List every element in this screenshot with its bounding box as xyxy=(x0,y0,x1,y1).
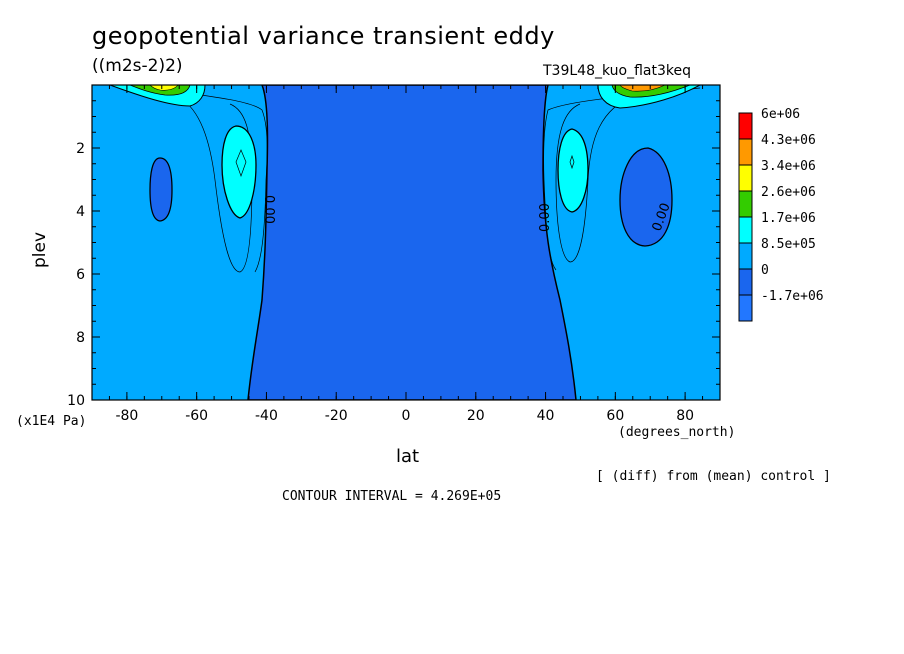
sh-top-max xyxy=(149,85,179,91)
x-tick-label: 20 xyxy=(467,408,485,424)
contour-label-nh1: 0.00 xyxy=(538,203,553,232)
sh-contour-outer xyxy=(149,87,268,273)
nh-contour-inner xyxy=(555,95,636,263)
legend-label: 1.7e+06 xyxy=(761,211,816,226)
sh-lobe-core xyxy=(235,149,247,178)
legend-label: -1.7e+06 xyxy=(761,289,824,304)
y-tick-label: 8 xyxy=(76,330,85,346)
legend-label: 8.5e+05 xyxy=(761,237,816,252)
y-tick-label: 2 xyxy=(76,141,85,157)
y-axis-units: (x1E4 Pa) xyxy=(16,414,87,429)
legend-swatch xyxy=(738,242,753,270)
negative-core-region xyxy=(247,85,577,400)
legend-label: 3.4e+06 xyxy=(761,159,816,174)
legend-swatch xyxy=(738,294,753,322)
x-tick-label: 80 xyxy=(676,408,694,424)
nh-negative-cell xyxy=(619,147,673,247)
nh-positive-lobe xyxy=(557,128,589,213)
axis-ticks: -80 -60 -40 -20 0 20 40 60 80 2 4 6 8 10 xyxy=(67,84,721,424)
contour-label-sh: 0.00 xyxy=(261,195,276,224)
nh-lobe-core xyxy=(569,154,575,170)
y-tick-label: 4 xyxy=(76,204,85,220)
x-axis-label: lat xyxy=(396,446,420,467)
experiment-label: T39L48_kuo_flat3keq xyxy=(543,63,691,79)
legend-label: 4.3e+06 xyxy=(761,133,816,148)
legend-label: 0 xyxy=(761,263,769,278)
legend-swatch xyxy=(738,138,753,166)
x-tick-label: -80 xyxy=(115,408,138,424)
x-tick-label: -40 xyxy=(255,408,278,424)
comparison-note: [ (diff) from (mean) control ] xyxy=(596,469,831,484)
y-axis-label: plev xyxy=(30,231,50,268)
sh-negative-cell xyxy=(149,157,173,222)
sh-positive-lobe xyxy=(221,125,257,219)
legend-swatch xyxy=(738,190,753,218)
y-tick-label: 10 xyxy=(67,393,85,409)
nh-top-max xyxy=(619,85,666,92)
x-tick-label: 40 xyxy=(537,408,555,424)
x-tick-label: -20 xyxy=(325,408,348,424)
chart-title: geopotential variance transient eddy xyxy=(92,22,555,50)
legend-swatch xyxy=(738,112,753,140)
chart-units: ((m2s-2)2) xyxy=(92,56,183,76)
x-axis-units: (degrees_north) xyxy=(618,425,736,440)
legend-label: 6e+06 xyxy=(761,107,800,122)
x-tick-label: 60 xyxy=(606,408,624,424)
legend-label: 2.6e+06 xyxy=(761,185,816,200)
legend-swatch xyxy=(738,216,753,244)
y-tick-label: 6 xyxy=(76,267,85,283)
x-tick-label: -60 xyxy=(185,408,208,424)
contour-interval: CONTOUR INTERVAL = 4.269E+05 xyxy=(282,489,502,504)
x-tick-label: 0 xyxy=(402,408,411,424)
legend-swatch xyxy=(738,164,753,192)
legend: 6e+06 4.3e+06 3.4e+06 2.6e+06 1.7e+06 8.5e+05… xyxy=(738,107,824,322)
legend-swatch xyxy=(738,268,753,296)
